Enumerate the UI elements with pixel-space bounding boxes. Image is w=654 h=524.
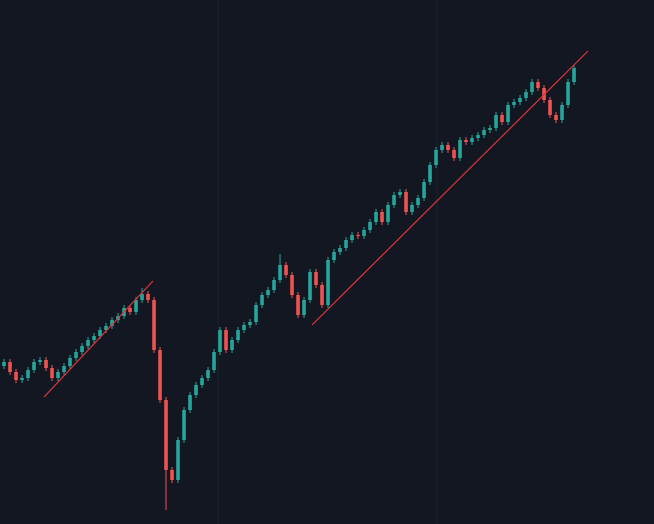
candle-body — [428, 165, 432, 182]
candle-body — [290, 275, 294, 295]
candle-body — [242, 325, 246, 330]
candle-body — [536, 82, 540, 88]
candle-body — [146, 294, 150, 300]
candle-body — [188, 395, 192, 410]
candle-body — [494, 115, 498, 128]
candle-body — [506, 105, 510, 122]
candle-body — [464, 140, 468, 142]
candle-body — [218, 330, 222, 352]
candle-body — [308, 272, 312, 300]
candle-body — [566, 82, 570, 105]
candle-body — [482, 130, 486, 135]
candle-body — [254, 305, 258, 322]
candle-body — [206, 370, 210, 378]
candle-body — [68, 358, 72, 366]
candle-body — [356, 235, 360, 236]
candle-body — [332, 252, 336, 260]
candle-body — [92, 336, 96, 340]
candle-body — [548, 100, 552, 115]
candle-body — [128, 308, 132, 312]
candle-body — [374, 212, 378, 222]
candle-body — [152, 300, 156, 350]
candle-body — [44, 360, 48, 368]
candle-body — [20, 378, 24, 380]
candle-body — [170, 470, 174, 480]
candle-body — [338, 248, 342, 252]
candle-body — [530, 82, 534, 92]
candle-body — [248, 322, 252, 325]
candle-body — [104, 326, 108, 330]
candle-body — [560, 105, 564, 120]
candle-body — [14, 372, 18, 380]
candle-body — [440, 145, 444, 150]
trendline — [311, 50, 589, 326]
trendline — [43, 280, 154, 398]
candle-body — [386, 205, 390, 222]
candle-body — [56, 372, 60, 378]
candle-body — [344, 240, 348, 248]
candle-body — [320, 285, 324, 305]
candle-body — [392, 195, 396, 205]
candle-body — [194, 385, 198, 395]
candle-body — [86, 340, 90, 346]
candle-body — [458, 140, 462, 158]
candle-body — [572, 68, 576, 82]
candle-body — [314, 272, 318, 285]
candle-body — [350, 235, 354, 240]
candle-body — [368, 222, 372, 230]
candle-body — [230, 340, 234, 350]
candle-body — [26, 370, 30, 378]
candle-body — [296, 295, 300, 315]
candle-body — [326, 260, 330, 305]
candle-body — [182, 410, 186, 440]
candle-body — [284, 265, 288, 275]
candle-body — [110, 320, 114, 326]
candle-body — [212, 352, 216, 370]
candle-body — [446, 145, 450, 150]
candle-body — [518, 98, 522, 102]
candle-body — [260, 295, 264, 305]
candle-body — [452, 150, 456, 158]
candle-body — [362, 230, 366, 236]
candle-body — [512, 102, 516, 105]
candle-body — [500, 115, 504, 122]
candle-body — [266, 290, 270, 295]
candle-body — [8, 362, 12, 372]
candle-body — [200, 378, 204, 385]
candle-body — [554, 115, 558, 120]
candle-body — [380, 212, 384, 222]
candle-body — [224, 330, 228, 350]
candle-body — [278, 265, 282, 280]
candle-body — [302, 300, 306, 315]
candle-body — [470, 138, 474, 142]
candle-body — [488, 128, 492, 130]
candle-body — [98, 330, 102, 336]
candle-body — [410, 205, 414, 212]
candle-body — [404, 192, 408, 212]
candle-body — [74, 352, 78, 358]
candle-body — [176, 440, 180, 480]
candle-body — [422, 182, 426, 198]
candle-body — [158, 350, 162, 400]
candle-body — [236, 330, 240, 340]
candle-body — [38, 360, 42, 362]
candle-body — [62, 366, 66, 372]
candle-body — [50, 368, 54, 378]
candle-body — [416, 198, 420, 205]
candle-body — [524, 92, 528, 98]
candle-body — [164, 400, 168, 470]
candle-body — [434, 150, 438, 165]
candle-body — [134, 300, 138, 312]
candle-body — [476, 135, 480, 138]
candle-body — [140, 294, 144, 300]
candle-body — [398, 192, 402, 195]
candle-body — [2, 362, 6, 366]
candle-body — [32, 362, 36, 370]
candle-body — [272, 280, 276, 290]
candle-body — [80, 346, 84, 352]
